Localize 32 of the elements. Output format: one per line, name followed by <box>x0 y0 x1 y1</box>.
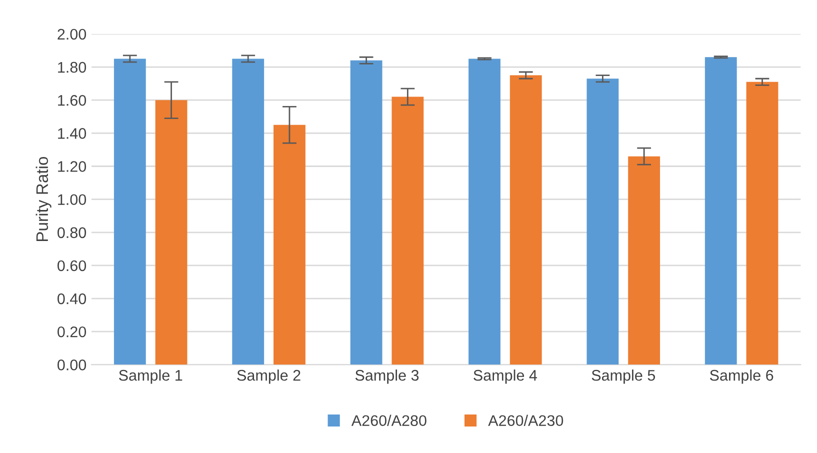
y-tick-label: 1.80 <box>58 62 86 73</box>
bar <box>350 60 382 365</box>
y-tick-label: 1.00 <box>58 194 86 206</box>
bar <box>746 82 778 365</box>
y-tick-label: 0.80 <box>58 227 86 238</box>
y-tick-label: 0.60 <box>58 260 86 272</box>
legend-label: A260/A230 <box>488 414 564 426</box>
legend-label: A260/A280 <box>351 414 426 426</box>
bar <box>586 78 619 365</box>
y-tick-label: 1.40 <box>58 128 86 139</box>
bar <box>232 58 264 365</box>
bar <box>392 96 424 365</box>
bar <box>274 124 306 365</box>
bar <box>628 156 660 365</box>
bar <box>510 75 542 365</box>
x-tick-label: Sample 1 <box>119 370 182 384</box>
bar <box>704 57 737 365</box>
y-tick-label: 0.20 <box>58 326 86 338</box>
y-axis-title: Purity Ratio <box>36 156 52 242</box>
bar <box>114 58 146 365</box>
y-tick-label: 0.00 <box>58 360 86 370</box>
x-tick-label: Sample 4 <box>474 370 538 384</box>
y-tick-label: 1.60 <box>58 94 86 106</box>
x-tick-label: Sample 2 <box>237 370 300 384</box>
y-tick-label: 2.00 <box>58 28 86 40</box>
bar <box>155 100 188 365</box>
x-tick-label: Sample 5 <box>592 370 656 384</box>
bar <box>468 58 500 365</box>
x-tick-label: Sample 3 <box>355 370 419 384</box>
y-tick-label: 1.20 <box>58 161 86 172</box>
x-tick-label: Sample 6 <box>710 370 774 384</box>
y-tick-label: 0.40 <box>58 293 86 304</box>
